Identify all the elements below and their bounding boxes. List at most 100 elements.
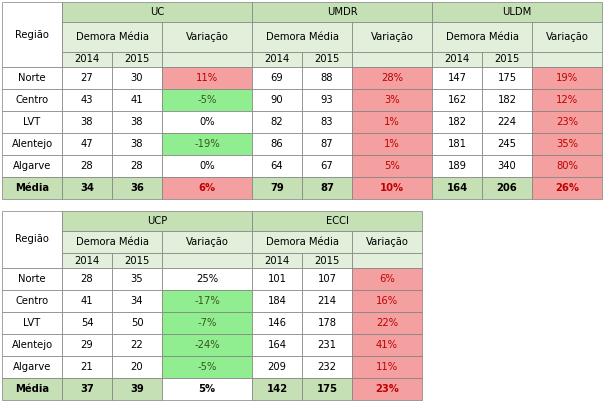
Text: 38: 38	[131, 139, 143, 149]
Bar	[352, 22, 432, 52]
Bar	[2, 133, 62, 155]
Text: 10%: 10%	[380, 183, 404, 193]
Text: 182: 182	[447, 117, 466, 127]
Text: 147: 147	[447, 73, 466, 83]
Bar	[62, 268, 112, 290]
Bar	[2, 177, 62, 199]
Text: 87: 87	[320, 183, 334, 193]
Text: -7%: -7%	[198, 318, 216, 328]
Text: Variação: Variação	[370, 32, 413, 42]
Bar	[352, 89, 432, 111]
Text: 2014: 2014	[264, 55, 289, 64]
Text: Alentejo: Alentejo	[12, 340, 52, 350]
Text: 224: 224	[497, 117, 517, 127]
Bar	[112, 111, 162, 133]
Text: 41: 41	[81, 296, 93, 306]
Text: 88: 88	[321, 73, 333, 83]
Bar	[62, 177, 112, 199]
Text: 12%: 12%	[556, 95, 578, 105]
Bar	[62, 133, 112, 155]
Text: 231: 231	[317, 340, 336, 350]
Text: 29: 29	[81, 340, 94, 350]
Text: Variação: Variação	[365, 237, 409, 247]
Text: 1%: 1%	[384, 117, 400, 127]
Bar	[482, 89, 532, 111]
Text: 23%: 23%	[375, 384, 399, 394]
Bar	[252, 111, 302, 133]
Text: Alentejo: Alentejo	[12, 139, 52, 149]
Bar	[62, 111, 112, 133]
Bar	[432, 2, 602, 22]
Bar	[162, 89, 252, 111]
Bar	[162, 133, 252, 155]
Bar	[252, 2, 432, 22]
Bar	[482, 133, 532, 155]
Text: 69: 69	[271, 73, 283, 83]
Bar	[252, 253, 302, 268]
Text: -19%: -19%	[194, 139, 220, 149]
Text: -17%: -17%	[194, 296, 220, 306]
Text: 2014: 2014	[264, 256, 289, 266]
Text: Variação: Variação	[185, 32, 229, 42]
Bar	[352, 356, 422, 378]
Bar	[2, 312, 62, 334]
Text: 80%: 80%	[556, 161, 578, 171]
Bar	[252, 52, 302, 67]
Text: 28: 28	[131, 161, 143, 171]
Text: Algarve: Algarve	[13, 161, 51, 171]
Bar	[162, 334, 252, 356]
Bar	[2, 378, 62, 400]
Bar	[112, 312, 162, 334]
Bar	[62, 155, 112, 177]
Text: Variação: Variação	[545, 32, 589, 42]
Text: LVT: LVT	[23, 318, 41, 328]
Text: UC: UC	[150, 7, 164, 17]
Text: 28%: 28%	[381, 73, 403, 83]
Bar	[252, 268, 302, 290]
Bar	[302, 155, 352, 177]
Text: 164: 164	[268, 340, 286, 350]
Bar	[352, 378, 422, 400]
Bar	[252, 67, 302, 89]
Bar	[302, 52, 352, 67]
Bar	[302, 356, 352, 378]
Text: 6%: 6%	[198, 183, 216, 193]
Text: 107: 107	[317, 274, 336, 284]
Text: 23%: 23%	[556, 117, 578, 127]
Bar	[482, 155, 532, 177]
Text: 175: 175	[317, 384, 337, 394]
Bar	[162, 312, 252, 334]
Bar	[2, 89, 62, 111]
Text: Média: Média	[15, 384, 49, 394]
Bar	[532, 89, 602, 111]
Text: 340: 340	[497, 161, 516, 171]
Text: 6%: 6%	[379, 274, 395, 284]
Bar	[252, 211, 422, 231]
Text: 67: 67	[320, 161, 333, 171]
Bar	[62, 211, 252, 231]
Bar	[432, 67, 482, 89]
Text: 41%: 41%	[376, 340, 398, 350]
Text: 5%: 5%	[384, 161, 400, 171]
Text: 47: 47	[81, 139, 93, 149]
Bar	[162, 253, 252, 268]
Text: Centro: Centro	[15, 296, 49, 306]
Text: 184: 184	[268, 296, 286, 306]
Text: 5%: 5%	[198, 384, 216, 394]
Bar	[112, 268, 162, 290]
Bar	[432, 133, 482, 155]
Bar	[302, 133, 352, 155]
Text: 3%: 3%	[384, 95, 400, 105]
Text: 146: 146	[268, 318, 286, 328]
Text: 83: 83	[321, 117, 333, 127]
Text: 43: 43	[81, 95, 93, 105]
Bar	[302, 111, 352, 133]
Bar	[62, 253, 112, 268]
Text: 182: 182	[497, 95, 517, 105]
Bar	[62, 231, 162, 253]
Bar	[432, 111, 482, 133]
Text: -5%: -5%	[198, 95, 216, 105]
Text: 87: 87	[320, 139, 333, 149]
Text: Algarve: Algarve	[13, 362, 51, 372]
Bar	[162, 290, 252, 312]
